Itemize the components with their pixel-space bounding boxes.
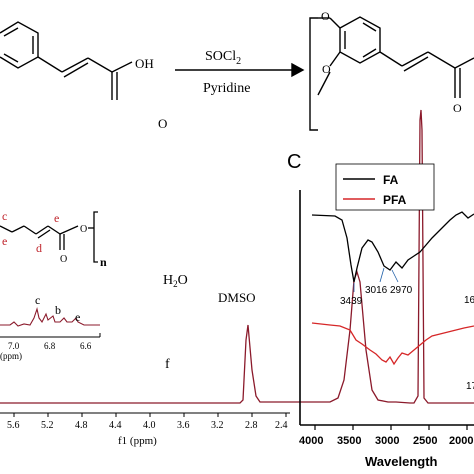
ftir-annotation-16: 16 bbox=[464, 295, 474, 306]
panel-label-c: C bbox=[287, 151, 301, 173]
ftir-annotation-2970: 2970 bbox=[390, 285, 413, 296]
product-carbonyl-o: O bbox=[453, 101, 462, 115]
ftir-tick-3500: 3500 bbox=[337, 435, 361, 447]
ftir-tick-2000: 2000 bbox=[449, 435, 473, 447]
ftir-x-ticks bbox=[314, 425, 468, 430]
reaction-scheme bbox=[0, 16, 474, 131]
ftir-annotation-17: 17 bbox=[466, 381, 474, 392]
nmr-x-axis-label: f1 (ppm) bbox=[118, 435, 157, 447]
ftir-fa-trace bbox=[311, 211, 474, 283]
nmr-peak-label-f: f bbox=[165, 357, 170, 372]
ftir-tick-2500: 2500 bbox=[413, 435, 437, 447]
structure-ester-o: O bbox=[80, 224, 87, 235]
structure-carbonyl-o: O bbox=[60, 254, 67, 265]
nmr-tick-2.4: 2.4 bbox=[275, 420, 288, 431]
structure-repeat-n: n bbox=[100, 255, 107, 269]
nmr-inset-label-b: b bbox=[55, 303, 61, 317]
nmr-spectrum-line bbox=[0, 109, 474, 404]
ftir-annotation-3439: 3439 bbox=[340, 296, 363, 307]
ftir-tick-3000: 3000 bbox=[375, 435, 399, 447]
reactant-side-chain bbox=[37, 56, 133, 100]
reagent-socl2: SOCl2 bbox=[205, 49, 241, 67]
nmr-peak-label-h2o: H2O bbox=[163, 273, 188, 289]
structure-label-e-left: e bbox=[2, 234, 7, 248]
nmr-x-ticks bbox=[13, 413, 287, 417]
nmr-main-plot bbox=[0, 109, 474, 414]
ftir-tick-4000: 4000 bbox=[299, 435, 323, 447]
nmr-tick-4.4: 4.4 bbox=[109, 420, 122, 431]
nmr-inset-box bbox=[0, 306, 101, 338]
nmr-structure-inset bbox=[0, 211, 98, 263]
reactant-benzene-ring bbox=[0, 21, 39, 69]
ftir-pfa-trace bbox=[311, 322, 474, 366]
nmr-tick-4.8: 4.8 bbox=[75, 420, 88, 431]
nmr-inset-label-e: e bbox=[75, 310, 80, 324]
legend-fa-label: FA bbox=[383, 173, 399, 187]
ftir-x-axis-label: Wavelength bbox=[365, 454, 438, 469]
legend-pfa-label: PFA bbox=[383, 193, 407, 207]
hydroxyl-label: OH bbox=[135, 56, 154, 71]
nmr-tick-3.6: 3.6 bbox=[177, 420, 190, 431]
ftir-legend: FA PFA bbox=[335, 163, 435, 211]
nmr-inset-tick-6.8: 6.8 bbox=[44, 341, 56, 351]
nmr-inset-unit: (ppm) bbox=[0, 351, 22, 361]
nmr-tick-4.0: 4.0 bbox=[143, 420, 156, 431]
ftir-annotation-3016: 3016 bbox=[365, 285, 388, 296]
product-methoxy-o: O bbox=[322, 62, 331, 76]
nmr-inset-label-c: c bbox=[35, 293, 40, 307]
product-benzene-ring bbox=[339, 16, 381, 64]
nmr-inset-trace bbox=[0, 306, 100, 327]
ftir-annotation-lines bbox=[353, 267, 399, 292]
product-substituents bbox=[317, 17, 474, 98]
polymer-bracket bbox=[309, 17, 318, 131]
nmr-inset-tick-7.0: 7.0 bbox=[8, 341, 20, 351]
nmr-inset-tick-6.6: 6.6 bbox=[80, 341, 92, 351]
nmr-tick-2.8: 2.8 bbox=[245, 420, 258, 431]
nmr-tick-5.2: 5.2 bbox=[41, 420, 54, 431]
structure-label-d: d bbox=[36, 241, 42, 255]
reaction-arrow bbox=[175, 62, 305, 78]
nmr-peak-label-dmso: DMSO bbox=[218, 290, 256, 305]
product-ether-o: O bbox=[321, 9, 330, 23]
nmr-tick-5.6: 5.6 bbox=[7, 420, 20, 431]
structure-label-e-right: e bbox=[54, 211, 59, 225]
reagent-pyridine: Pyridine bbox=[203, 81, 250, 96]
carbonyl-o-label: O bbox=[158, 116, 167, 131]
nmr-tick-3.2: 3.2 bbox=[211, 420, 224, 431]
ftir-plot-frame bbox=[299, 190, 474, 426]
structure-label-c: c bbox=[2, 209, 7, 223]
